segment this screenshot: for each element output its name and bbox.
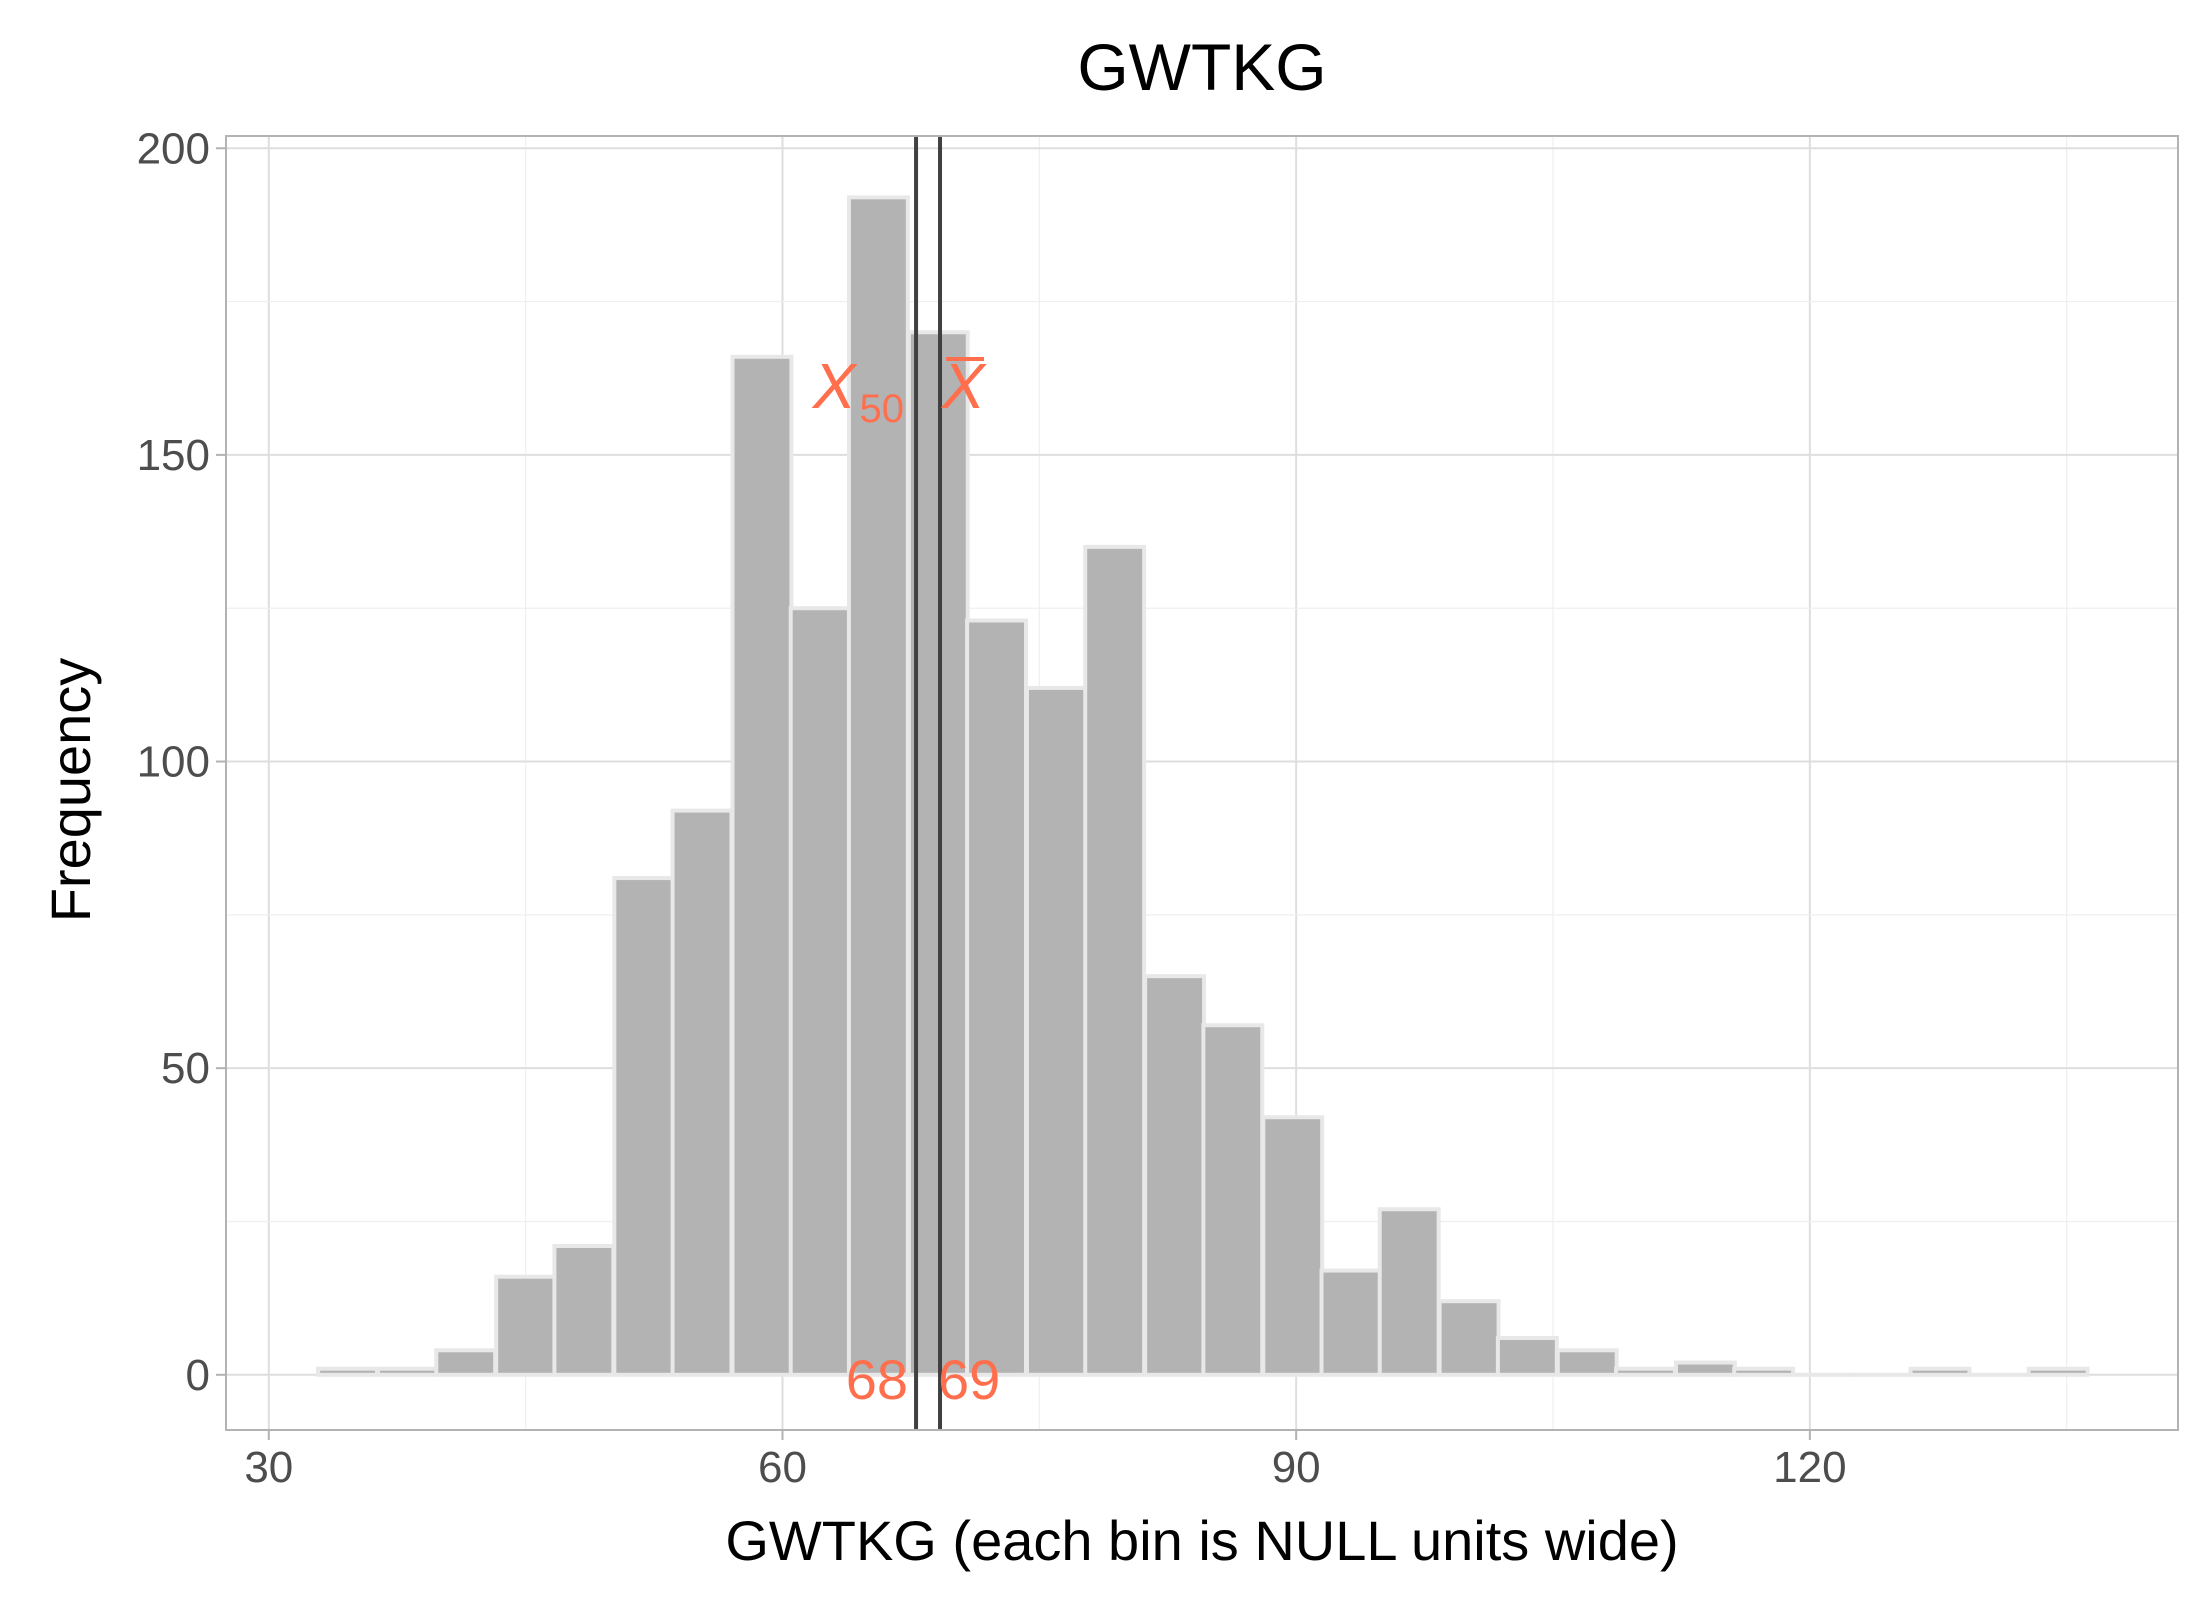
histogram-bar <box>1083 544 1147 1377</box>
histogram-bar <box>2026 1366 2090 1377</box>
y-tick-label: 0 <box>186 1351 210 1400</box>
x-tick-label: 30 <box>244 1443 293 1492</box>
histogram-bar <box>1555 1348 1619 1377</box>
histogram-bar <box>316 1366 380 1377</box>
reference-lines: X 50 68 X 69 <box>811 136 1000 1430</box>
histogram-bar <box>1614 1366 1677 1377</box>
histogram-bar <box>788 606 852 1377</box>
histogram-bars <box>316 195 2090 1377</box>
histogram-bar <box>1261 1115 1325 1377</box>
y-tick-label: 150 <box>137 431 210 480</box>
histogram-bar <box>1025 685 1088 1377</box>
histogram-bar <box>1495 1336 1559 1377</box>
x-axis-title: GWTKG (each bin is NULL units wide) <box>725 1509 1678 1572</box>
histogram-bar <box>612 876 676 1377</box>
x-axis-ticks: 30 60 90 120 <box>244 1430 1847 1492</box>
histogram-bar <box>434 1348 498 1377</box>
mean-value-label: 69 <box>938 1348 1000 1411</box>
histogram-bar <box>1319 1268 1383 1377</box>
histogram-bar <box>846 195 910 1377</box>
gridlines <box>226 136 2178 1430</box>
histogram-bar <box>552 1244 616 1377</box>
y-tick-label: 200 <box>137 124 210 173</box>
y-axis-ticks: 0 50 100 150 200 <box>137 124 226 1400</box>
histogram-bar <box>1377 1207 1441 1377</box>
chart-title: GWTKG <box>1077 30 1326 104</box>
y-tick-label: 50 <box>161 1044 210 1093</box>
histogram-bar <box>494 1274 558 1377</box>
plot-panel-border <box>225 135 2179 1431</box>
histogram-bar <box>730 354 794 1377</box>
y-axis-title: Frequency <box>39 658 102 923</box>
histogram-bar <box>1908 1366 1972 1377</box>
x-tick-label: 90 <box>1272 1443 1321 1492</box>
y-tick-label: 100 <box>137 738 210 787</box>
histogram-bar <box>965 618 1028 1377</box>
histogram-bar <box>1673 1360 1737 1377</box>
x-tick-label: 120 <box>1773 1443 1846 1492</box>
histogram-bar <box>1143 974 1207 1377</box>
histogram-bar <box>376 1366 439 1377</box>
histogram-bar <box>1201 1023 1265 1377</box>
histogram-bar <box>1437 1299 1501 1377</box>
median-symbol-label: X 50 <box>811 350 904 431</box>
histogram-bar <box>670 808 734 1377</box>
histogram-bar <box>1732 1366 1796 1377</box>
x-tick-label: 60 <box>758 1443 807 1492</box>
mean-symbol-label: X <box>940 350 987 422</box>
median-value-label: 68 <box>846 1348 908 1411</box>
